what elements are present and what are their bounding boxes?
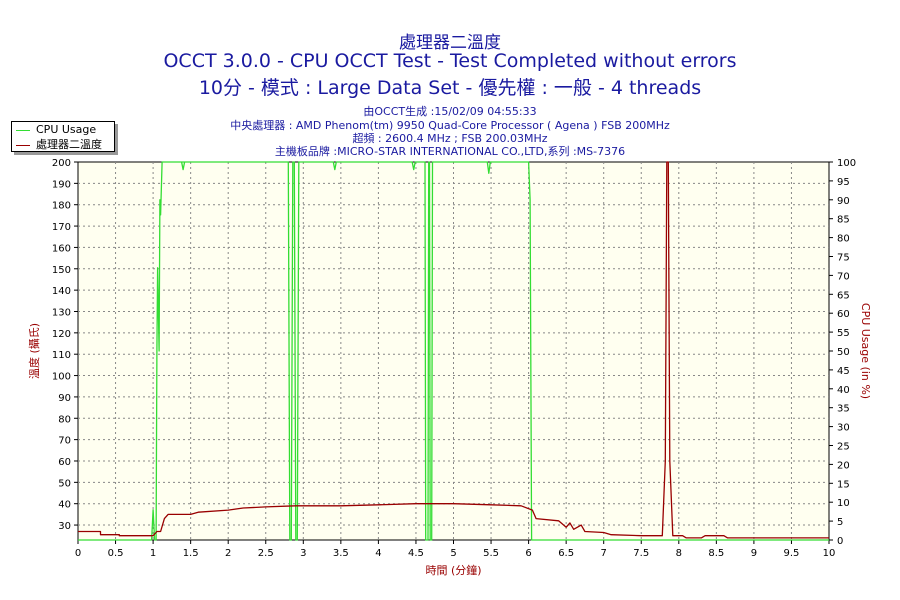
x-tick-label: 2	[225, 548, 231, 559]
x-tick-label: 0	[75, 548, 81, 559]
y-right-tick-label: 95	[837, 177, 850, 188]
chart-title: 處理器二溫度	[399, 33, 501, 53]
y-left-tick-label: 110	[52, 350, 71, 361]
test-mode-line: 10分 - 模式 : Large Data Set - 優先權 : 一般 - 4…	[198, 77, 702, 99]
x-axis-label: 時間 (分鐘)	[425, 563, 481, 577]
legend-entry-cpu-usage: CPU Usage	[16, 123, 96, 136]
chart-subtitle: OCCT 3.0.0 - CPU OCCT Test - Test Comple…	[163, 50, 737, 72]
legend-entry-temperature: 處理器二溫度	[16, 136, 102, 151]
y-right-tick-label: 5	[837, 517, 843, 528]
y-left-tick-label: 170	[52, 222, 71, 233]
x-tick-label: 8	[676, 548, 682, 559]
y-left-tick-label: 30	[58, 521, 71, 532]
x-tick-label: 2.5	[258, 548, 274, 559]
y-right-tick-label: 85	[837, 215, 850, 226]
x-tick-label: 8.5	[708, 548, 724, 559]
y-left-tick-label: 150	[52, 265, 71, 276]
y-left-tick-label: 140	[52, 286, 71, 297]
y-right-tick-label: 80	[837, 234, 850, 245]
y-right-tick-label: 75	[837, 253, 850, 264]
y-right-tick-label: 0	[837, 536, 843, 547]
x-tick-label: 6.5	[558, 548, 574, 559]
x-tick-label: 7.5	[633, 548, 649, 559]
y-right-tick-label: 30	[837, 423, 850, 434]
y-right-tick-label: 65	[837, 290, 850, 301]
y-right-tick-label: 10	[837, 498, 850, 509]
x-tick-label: 10	[823, 548, 836, 559]
overclock-info: 超頻 : 2600.4 MHz ; FSB 200.03MHz	[352, 132, 548, 145]
y-right-tick-label: 45	[837, 366, 850, 377]
y-left-tick-label: 90	[58, 393, 71, 404]
y-left-tick-label: 80	[58, 414, 71, 425]
legend-label-cpu: CPU Usage	[36, 123, 97, 136]
y-left-tick-label: 180	[52, 201, 71, 212]
y-right-tick-label: 20	[837, 460, 850, 471]
x-tick-label: 3	[300, 548, 306, 559]
x-tick-label: 3.5	[333, 548, 349, 559]
motherboard-info: 主機板品牌 :MICRO-STAR INTERNATIONAL CO.,LTD,…	[274, 145, 626, 158]
x-tick-label: 6	[525, 548, 531, 559]
y-left-tick-label: 100	[52, 372, 71, 383]
y-left-tick-label: 190	[52, 179, 71, 190]
y-right-axis-label: CPU Usage (in %)	[859, 303, 872, 399]
y-right-tick-label: 60	[837, 309, 850, 320]
x-tick-label: 7	[601, 548, 607, 559]
x-tick-label: 5.5	[483, 548, 499, 559]
x-tick-label: 1.5	[183, 548, 199, 559]
series-line-cpu-usage	[78, 161, 829, 541]
series-line-temperature	[78, 161, 829, 539]
x-tick-label: 1	[150, 548, 156, 559]
y-right-tick-label: 50	[837, 347, 850, 358]
x-tick-label: 4	[375, 548, 381, 559]
y-left-tick-label: 130	[52, 307, 71, 318]
y-left-tick-label: 60	[58, 457, 71, 468]
generated-info: 由OCCT生成 :15/02/09 04:55:33	[363, 105, 537, 118]
x-tick-label: 5	[450, 548, 456, 559]
y-left-tick-label: 40	[58, 500, 71, 511]
cpu-info: 中央處理器 : AMD Phenom(tm) 9950 Quad-Core Pr…	[230, 119, 670, 132]
y-right-tick-label: 90	[837, 196, 850, 207]
x-tick-label: 9.5	[783, 548, 799, 559]
y-left-tick-label: 160	[52, 243, 71, 254]
x-tick-label: 0.5	[108, 548, 124, 559]
x-tick-label: 4.5	[408, 548, 424, 559]
y-right-tick-label: 70	[837, 271, 850, 282]
y-right-tick-label: 25	[837, 442, 850, 453]
y-right-tick-label: 35	[837, 404, 850, 415]
y-left-tick-label: 70	[58, 436, 71, 447]
y-right-tick-label: 55	[837, 328, 850, 339]
y-left-tick-label: 200	[52, 158, 71, 169]
legend-swatch-temp	[16, 144, 30, 146]
y-left-tick-label: 120	[52, 329, 71, 340]
legend-label-temp: 處理器二溫度	[36, 138, 102, 151]
x-tick-label: 9	[751, 548, 757, 559]
chart-legend: CPU Usage 處理器二溫度	[11, 121, 115, 152]
y-left-axis-label: 溫度 (攝氏)	[27, 323, 41, 379]
y-left-tick-label: 50	[58, 478, 71, 489]
y-right-tick-label: 15	[837, 479, 850, 490]
legend-swatch-cpu	[16, 129, 30, 131]
y-right-tick-label: 100	[837, 158, 856, 169]
y-right-tick-label: 40	[837, 385, 850, 396]
